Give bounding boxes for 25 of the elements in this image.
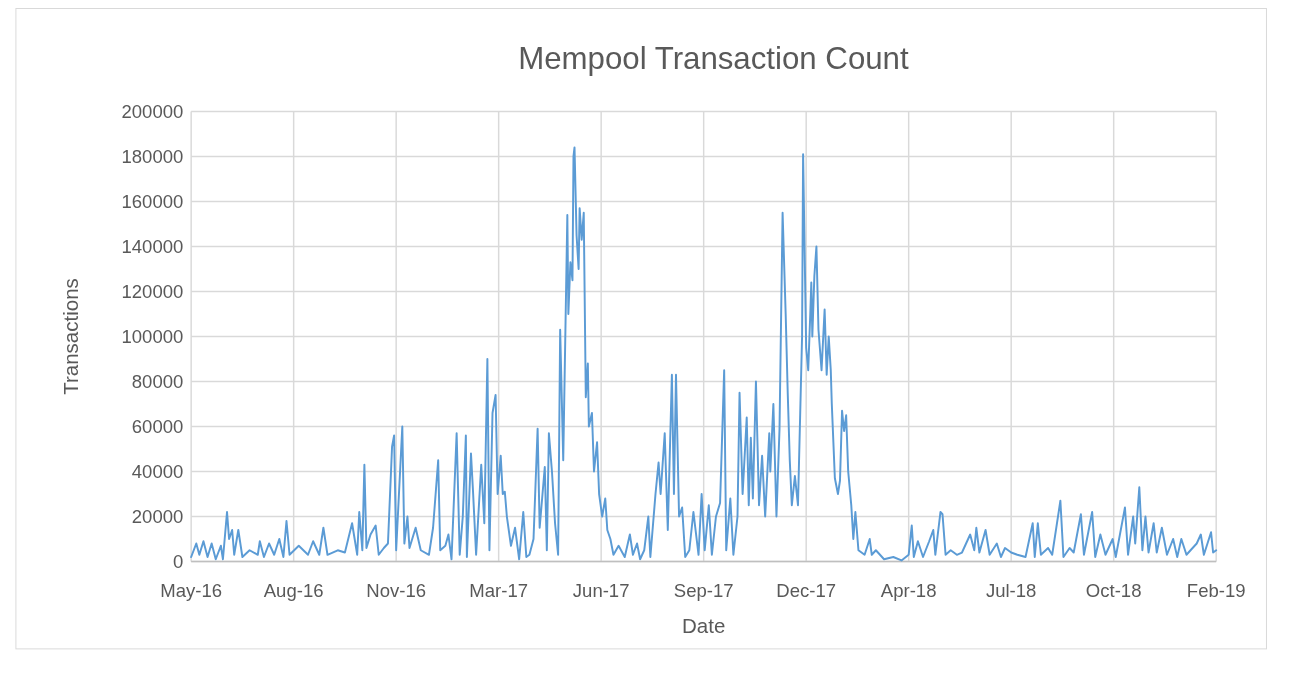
x-tick-label: Aug-16: [263, 579, 324, 601]
x-tick-label: Apr-18: [880, 579, 937, 601]
x-tick-label: Sep-17: [673, 579, 734, 601]
x-tick-label: Jun-17: [572, 579, 630, 601]
y-tick-label: 120000: [121, 280, 184, 302]
y-tick-label: 180000: [121, 145, 184, 167]
y-tick-label: 100000: [121, 325, 184, 347]
y-axis-title: Transactions: [58, 278, 82, 395]
y-tick-label: 200000: [121, 100, 184, 122]
y-tick-label: 140000: [121, 235, 184, 257]
y-tick-label: 60000: [131, 416, 184, 437]
x-tick-label: Mar-17: [469, 579, 529, 601]
x-tick-label: Oct-18: [1085, 579, 1142, 601]
x-tick-label: May-16: [160, 579, 223, 601]
x-tick-label: Jul-18: [985, 579, 1037, 601]
x-tick-label: Feb-19: [1186, 579, 1246, 601]
chart-title: Mempool Transaction Count: [518, 40, 909, 76]
y-tick-label: 40000: [131, 461, 184, 482]
y-tick-label: 20000: [131, 506, 184, 528]
y-tick-label: 0: [173, 551, 184, 573]
x-tick-label: Dec-17: [776, 579, 837, 601]
x-tick-label: Nov-16: [366, 579, 427, 601]
y-tick-label: 80000: [131, 371, 184, 392]
y-tick-label: 160000: [121, 190, 184, 212]
x-axis-title: Date: [682, 613, 726, 637]
